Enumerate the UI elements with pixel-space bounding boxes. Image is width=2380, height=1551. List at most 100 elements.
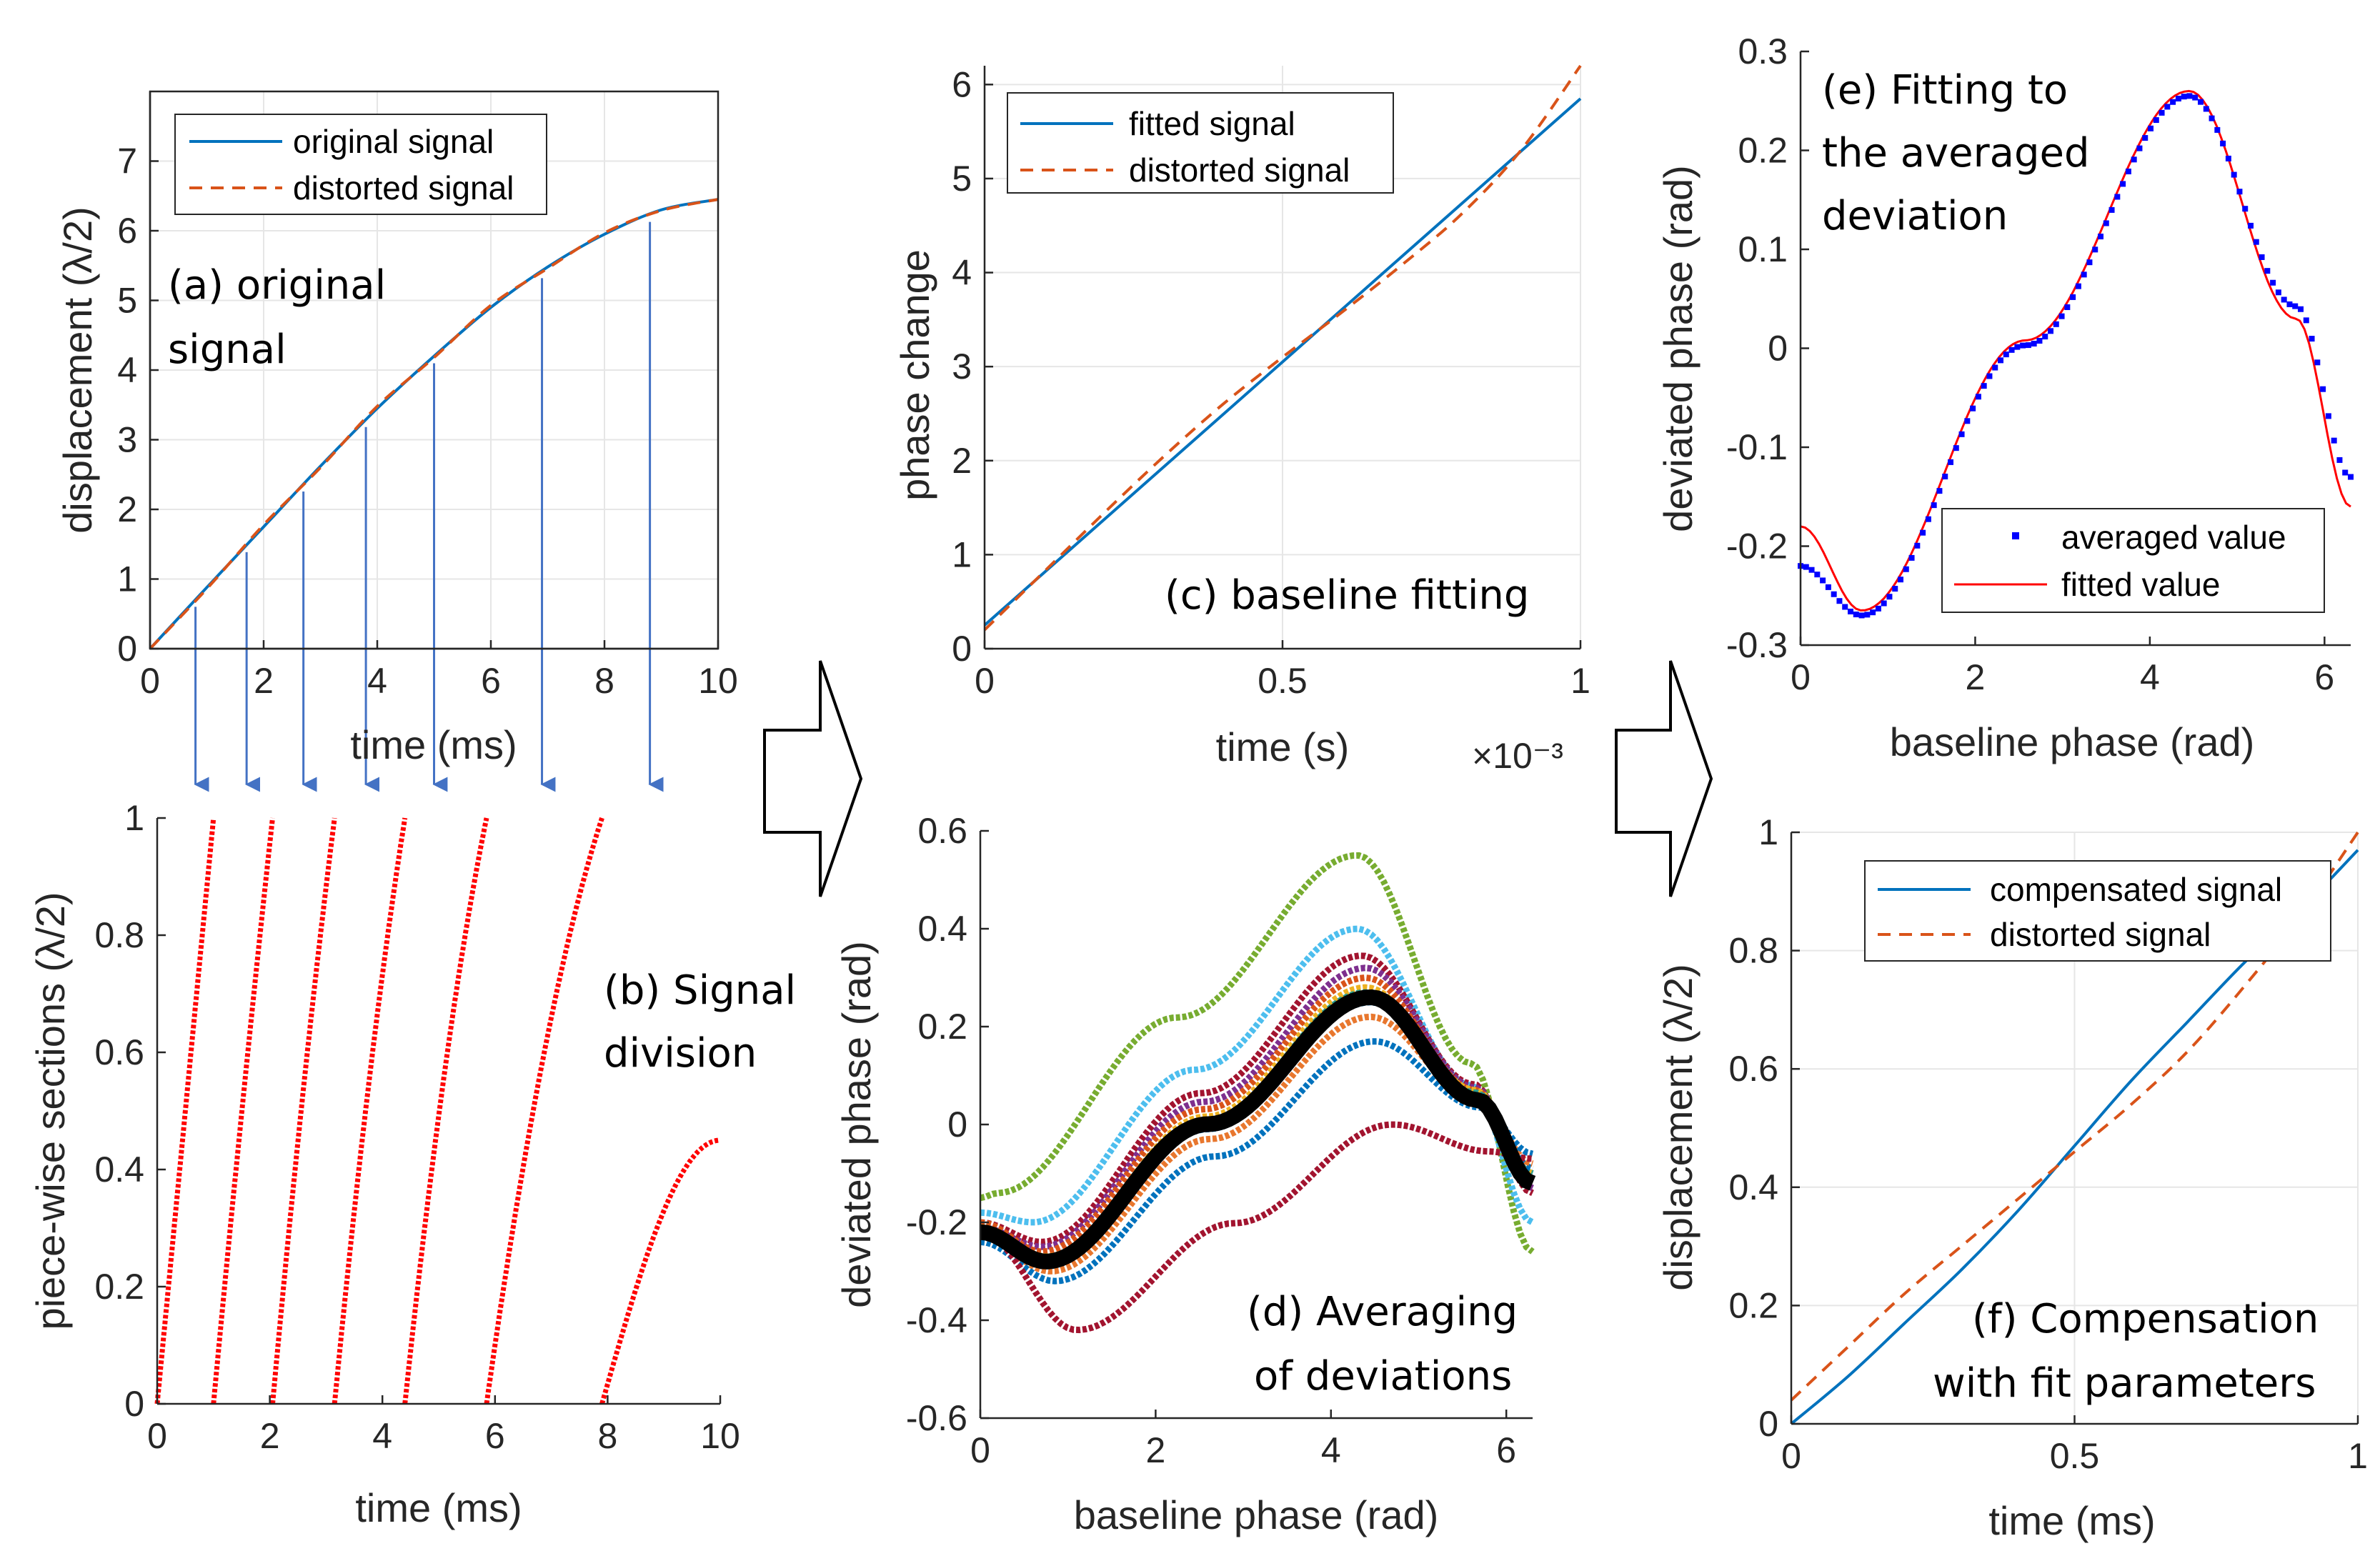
panel-d-ytick-label: -0.6: [906, 1398, 967, 1438]
panel-e-averaged-marker: [1925, 516, 1931, 522]
panel-f-ytick-label: 1: [1758, 812, 1778, 852]
panel-e-annotation-line3: deviation: [1822, 193, 2008, 239]
panel-e-averaged-marker: [1836, 598, 1843, 604]
panel-c-xtick-label: 1: [1570, 661, 1590, 701]
panel-a-xtick-label: 0: [140, 661, 160, 701]
panel-c-ticks: 0 0.5 1 0 1 2 3 4 5 6: [952, 64, 1590, 701]
panel-a-xtick-label: 6: [481, 661, 501, 701]
panel-e-xtick-label: 6: [2314, 657, 2334, 697]
panel-e-averaged-marker: [2253, 239, 2259, 245]
panel-f-annotation-line2: with fit parameters: [1933, 1360, 2316, 1407]
panel-c-distorted-line: [983, 64, 1582, 632]
panel-c-ytick-label: 4: [952, 253, 972, 293]
panel-e-averaged-marker: [1886, 594, 1893, 600]
panel-b-ylabel: piece-wise sections (λ/2): [28, 892, 73, 1330]
panel-e-series: [1798, 89, 2354, 619]
panel-e-averaged-marker: [2303, 317, 2309, 324]
panel-e-averaged-marker: [2175, 96, 2181, 102]
panel-a-xlabel: time (ms): [350, 722, 517, 767]
panel-a-distorted-line: [149, 198, 719, 650]
panel-a-ylabel: displacement (λ/2): [55, 206, 100, 534]
panel-e-averaged-marker: [2231, 171, 2237, 178]
panel-e-averaged-marker: [2259, 254, 2265, 260]
panel-e-averaged-marker: [2264, 268, 2271, 274]
panel-e-averaged-marker: [2309, 336, 2315, 342]
panel-b-section-5: [402, 817, 489, 1405]
panel-e-annotation-line2: the averaged: [1822, 130, 2090, 176]
panel-e-averaged-marker: [1908, 554, 1915, 561]
panel-e-averaged-marker: [2131, 156, 2137, 163]
panel-e-averaged-marker: [2203, 106, 2209, 112]
panel-e-annotation-line1: (e) Fitting to: [1822, 67, 2068, 114]
panel-b-section-4: [332, 817, 408, 1405]
panel-e-averaged-marker: [1898, 577, 1903, 583]
panel-f-ylabel: displacement (λ/2): [1655, 964, 1701, 1291]
panel-e-averaged-marker: [1825, 584, 1831, 590]
panel-e-averaged-marker: [2198, 99, 2204, 105]
panel-c-ytick-label: 2: [952, 441, 972, 481]
panel-f-legend-distorted: distorted signal: [1990, 916, 2211, 953]
panel-e-averaged-marker: [1853, 612, 1859, 618]
panel-e-averaged-marker: [1881, 600, 1887, 607]
panel-b-ticks: 0 2 4 6 8 10 0 0.2 0.4 0.6 0.8 1: [94, 798, 740, 1456]
panel-e-averaged-marker: [2125, 168, 2131, 174]
panel-e-averaged-marker: [1831, 591, 1837, 597]
panel-e-averaged-marker: [2336, 457, 2343, 463]
panel-e-averaged-marker: [1848, 608, 1853, 614]
panel-e-averaged-marker: [2248, 222, 2254, 229]
panel-a-xtick-label: 8: [594, 661, 614, 701]
panel-e-averaged-marker: [1964, 418, 1971, 424]
panel-e-averaged-marker: [1814, 572, 1821, 578]
panel-e-legend-fitted: fitted value: [2061, 566, 2220, 603]
panel-e-averaged-marker: [2331, 437, 2337, 444]
panel-e-averaged-marker: [2120, 181, 2126, 187]
panel-b-section-6: [484, 817, 604, 1405]
panel-e-averaged-marker: [1864, 612, 1871, 618]
panel-a-xtick-label: 2: [254, 661, 274, 701]
panel-e-averaged-marker: [2036, 338, 2043, 344]
panel-b-annotation-line2: division: [604, 1030, 757, 1077]
panel-e-averaged-marker: [2170, 99, 2176, 105]
panel-d-annotation-line1: (d) Averaging: [1247, 1289, 1518, 1335]
panel-f-xlabel: time (ms): [1988, 1498, 2155, 1543]
panel-f-ytick-label: 0.4: [1728, 1167, 1778, 1207]
flow-arrow-left: [763, 660, 863, 897]
panel-e-averaged-marker: [2148, 125, 2154, 131]
panel-e-averaged-marker: [2048, 328, 2053, 334]
panel-c-legend-distorted: distorted signal: [1129, 151, 1350, 189]
panel-e-xlabel: baseline phase (rad): [1890, 719, 2255, 764]
panel-e-xtick-label: 2: [1966, 657, 1986, 697]
panel-e-averaged-marker: [1803, 564, 1809, 570]
panel-e-averaged-marker: [2270, 279, 2276, 286]
panel-a-ytick-label: 5: [117, 281, 137, 321]
panel-e-averaged-marker: [2281, 296, 2287, 303]
panel-e-averaged-marker: [1986, 373, 1993, 379]
panel-f-xtick-label: 0: [1781, 1436, 1801, 1476]
panel-a-xtick-label: 4: [367, 661, 387, 701]
panel-d-series-green: [979, 852, 1535, 1255]
panel-e-averaged-marker: [2064, 304, 2071, 310]
panel-e-averaged-marker: [2220, 140, 2226, 146]
panel-c-fitted-line: [983, 97, 1582, 627]
panel-e-averaged-marker: [2014, 344, 2021, 350]
panel-e-averaged-marker: [1870, 609, 1876, 616]
panel-d-series-average: [979, 989, 1536, 1270]
panel-e-averaged-marker: [1903, 566, 1909, 572]
panel-e-averaged-marker: [2292, 303, 2299, 309]
panel-e-ticks: 0 2 4 6 -0.3 -0.2 -0.1 0 0.1 0.2 0.3: [1726, 31, 2334, 697]
panel-a-ytick-label: 3: [117, 420, 137, 460]
panel-c-xlabel: time (s): [1216, 724, 1350, 769]
panel-e-averaged-marker: [1842, 604, 1848, 610]
panel-e-averaged-marker: [1970, 405, 1976, 412]
panel-f: 0 0.5 1 0 0.2 0.4 0.6 0.8 1 time (ms) displaceme…: [1655, 812, 2368, 1543]
panel-e-averaged-marker: [2214, 126, 2221, 133]
panel-a-ytick-label: 6: [117, 211, 137, 251]
panel-a-legend: original signal distorted signal: [174, 114, 547, 215]
panel-c-ytick-label: 6: [952, 64, 972, 104]
panel-e-averaged-marker: [2075, 283, 2081, 289]
panel-e-averaged-marker: [2020, 342, 2026, 349]
panel-d-xtick-label: 2: [1145, 1430, 1165, 1470]
panel-f-ytick-label: 0.8: [1728, 931, 1778, 971]
panel-f-ytick-label: 0.6: [1728, 1049, 1778, 1089]
panel-b-section-7: [599, 1137, 721, 1405]
